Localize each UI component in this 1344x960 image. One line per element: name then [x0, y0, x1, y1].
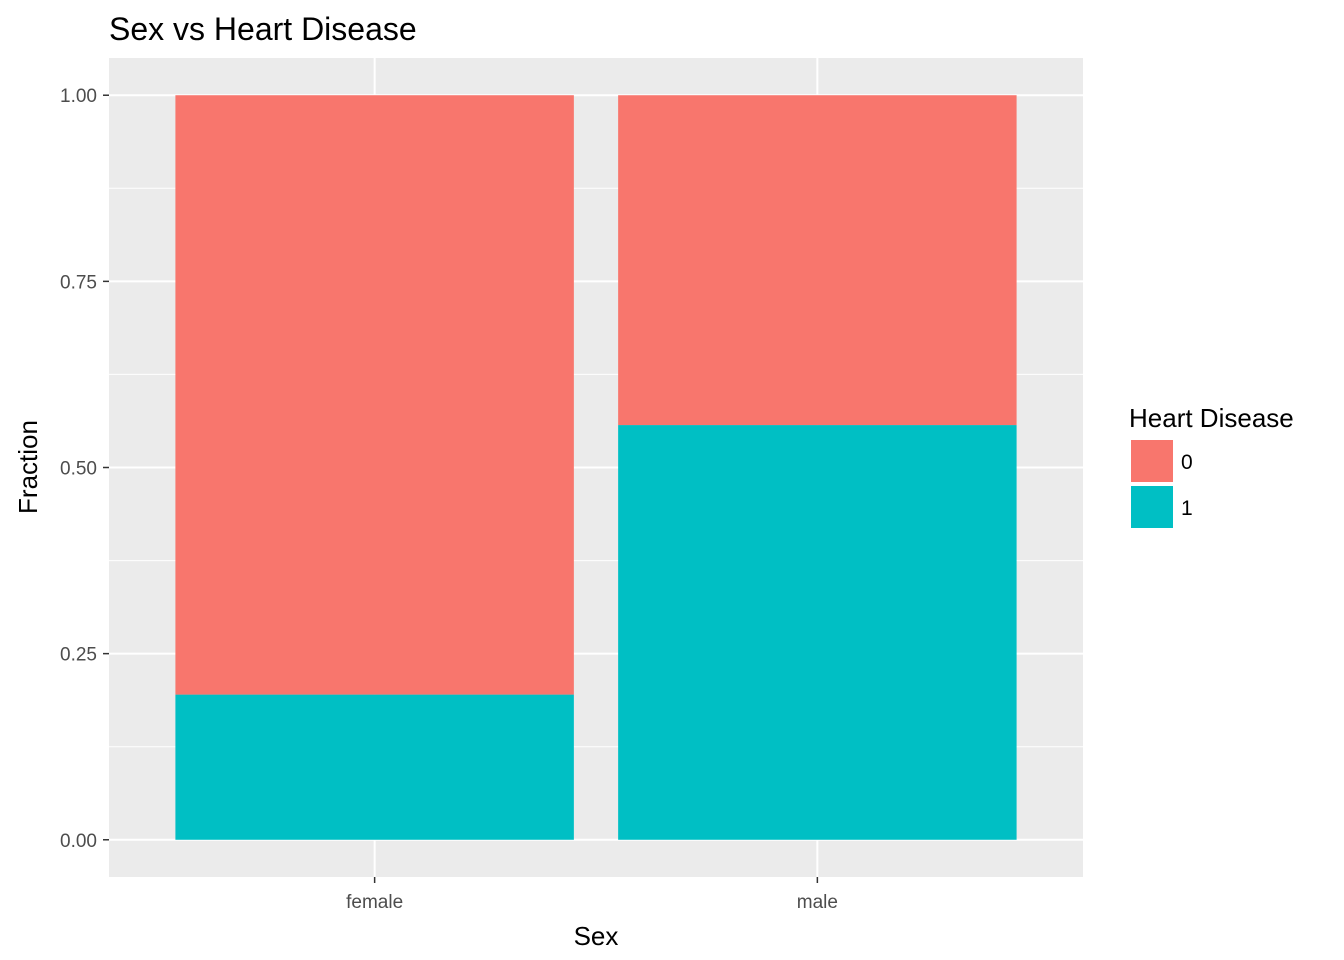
bars [175, 95, 1017, 840]
legend-key-0 [1131, 440, 1173, 482]
chart-title: Sex vs Heart Disease [109, 11, 417, 47]
x-axis-title: Sex [574, 921, 619, 951]
x-tick-label: female [346, 892, 403, 913]
bar-female-series-0 [175, 95, 574, 695]
y-tick-label: 0.25 [60, 645, 97, 666]
x-axis: female male [346, 877, 838, 913]
y-axis: 0.00 0.25 0.50 0.75 1.00 [60, 86, 109, 852]
legend: Heart Disease 01 [1129, 403, 1294, 528]
bar-male-series-0 [618, 95, 1017, 426]
legend-label-1: 1 [1181, 497, 1193, 520]
legend-title: Heart Disease [1129, 403, 1294, 433]
legend-label-0: 0 [1181, 451, 1193, 474]
legend-key-1 [1131, 486, 1173, 528]
y-tick-label: 0.00 [60, 831, 97, 852]
legend-items: 01 [1131, 440, 1193, 528]
y-tick-label: 1.00 [60, 86, 97, 107]
bar-female-series-1 [175, 694, 574, 840]
bar-male-series-1 [618, 425, 1017, 840]
y-tick-label: 0.50 [60, 459, 97, 480]
x-tick-label: male [797, 892, 838, 913]
y-axis-title: Fraction [13, 420, 43, 514]
y-tick-label: 0.75 [60, 272, 97, 293]
